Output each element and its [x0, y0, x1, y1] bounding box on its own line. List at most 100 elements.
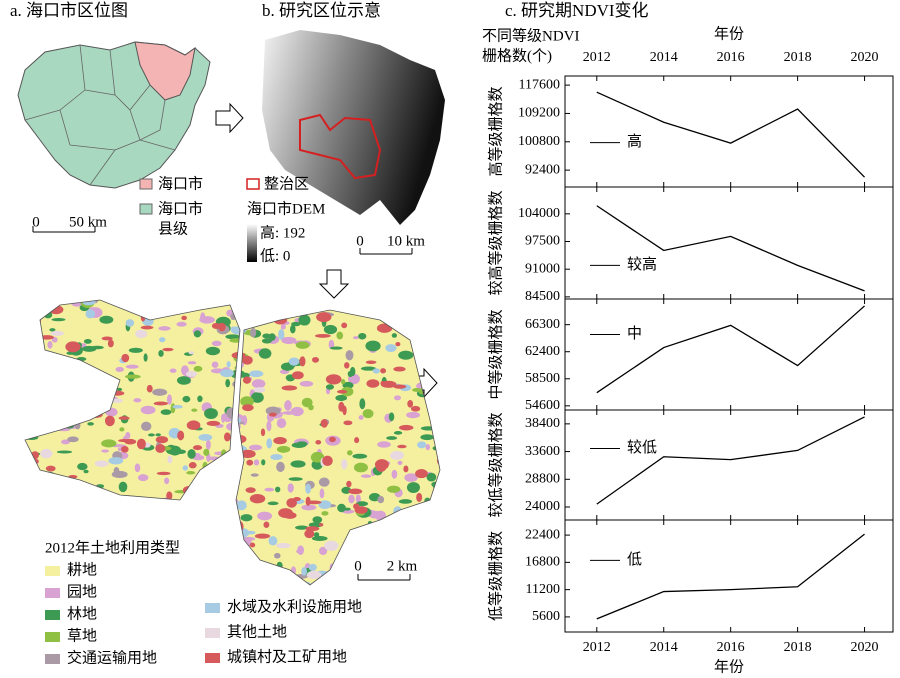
land-patch [439, 358, 440, 366]
land-patch [388, 412, 395, 422]
land-patch [272, 565, 278, 576]
land-patch [157, 557, 167, 567]
land-patch [29, 352, 44, 356]
land-patch [405, 304, 414, 309]
legend-label: 低: 0 [260, 247, 290, 264]
legend-label: 交通运输用地 [67, 648, 157, 666]
land-patch [172, 405, 183, 409]
land-patch [25, 301, 31, 312]
data-line [596, 205, 865, 292]
legend-label: 城镇村及工矿用地 [227, 648, 347, 665]
land-patch [360, 366, 377, 371]
land-patch [230, 558, 247, 562]
land-patch [410, 405, 421, 412]
land-patch [75, 400, 85, 406]
land-patch [325, 384, 335, 390]
scale-label: 0 [354, 558, 362, 574]
land-patch [320, 419, 328, 428]
land-patch [118, 439, 132, 443]
land-patch [313, 532, 320, 538]
land-patch [206, 546, 216, 551]
land-patch [205, 346, 221, 356]
land-patch [360, 474, 372, 478]
land-patch [153, 507, 169, 518]
land-patch [291, 371, 304, 380]
land-patch [226, 565, 238, 573]
land-patch [350, 550, 356, 555]
land-patch [38, 300, 45, 301]
legend-label: 草地 [67, 627, 97, 644]
y-tick-label: 66300 [525, 317, 560, 332]
land-patch [217, 486, 228, 491]
land-patch [25, 386, 34, 390]
x-tick-label: 2012 [583, 50, 611, 65]
land-patch [47, 340, 53, 349]
land-patch [160, 301, 177, 308]
y-tick-label: 62400 [525, 344, 560, 359]
land-patch [288, 477, 303, 481]
land-patch [96, 530, 110, 540]
land-patch [351, 302, 362, 308]
land-patch [128, 568, 135, 573]
land-patch [207, 507, 216, 518]
land-patch [219, 520, 228, 529]
land-patch [315, 440, 322, 445]
x-tick-label: 2012 [583, 640, 611, 655]
land-patch [119, 427, 125, 432]
land-patch [393, 384, 407, 389]
land-patch [152, 388, 168, 396]
land-patch [274, 552, 281, 559]
land-patch [432, 510, 440, 519]
land-patch [318, 523, 324, 527]
land-patch [41, 353, 48, 359]
land-patch [316, 300, 323, 306]
data-line [596, 305, 865, 394]
land-patch [424, 541, 431, 546]
land-patch [348, 488, 363, 495]
land-patch [159, 337, 166, 343]
land-patch [422, 514, 439, 520]
land-patch [430, 571, 440, 583]
land-patch [188, 351, 195, 355]
x-tick-label: 2016 [717, 50, 745, 65]
land-patch [133, 398, 142, 403]
land-patch [222, 462, 239, 470]
land-patch [366, 556, 373, 564]
land-patch [83, 339, 92, 344]
scale-label: 10 km [387, 233, 425, 249]
dem-map [262, 30, 445, 225]
land-patch [286, 498, 298, 508]
land-patch [66, 507, 82, 511]
land-patch [358, 415, 364, 420]
y-tick-label: 54600 [525, 398, 560, 413]
land-patch [203, 448, 210, 456]
land-patch [386, 532, 396, 542]
land-patch [118, 416, 130, 420]
land-patch [43, 398, 51, 404]
land-patch [178, 530, 184, 536]
landuse-border [24, 299, 441, 586]
land-patch [207, 575, 223, 582]
land-patch [341, 379, 346, 385]
land-patch [25, 441, 26, 447]
land-patch [263, 521, 270, 528]
land-patch [276, 418, 287, 429]
land-patch [365, 581, 379, 585]
land-patch [94, 460, 109, 467]
panel-title: b. 研究区位示意 [262, 1, 381, 20]
land-patch [291, 576, 300, 582]
land-patch [250, 473, 259, 477]
land-patch [318, 477, 330, 487]
land-patch [429, 399, 440, 410]
land-patch [305, 496, 311, 506]
land-patch [311, 535, 328, 541]
land-patch [284, 400, 292, 411]
land-patch [176, 321, 187, 327]
land-patch [296, 549, 303, 554]
land-patch [248, 563, 262, 575]
land-patch [305, 526, 320, 532]
land-patch [299, 356, 306, 367]
land-patch [121, 353, 130, 363]
land-patch [403, 513, 410, 519]
